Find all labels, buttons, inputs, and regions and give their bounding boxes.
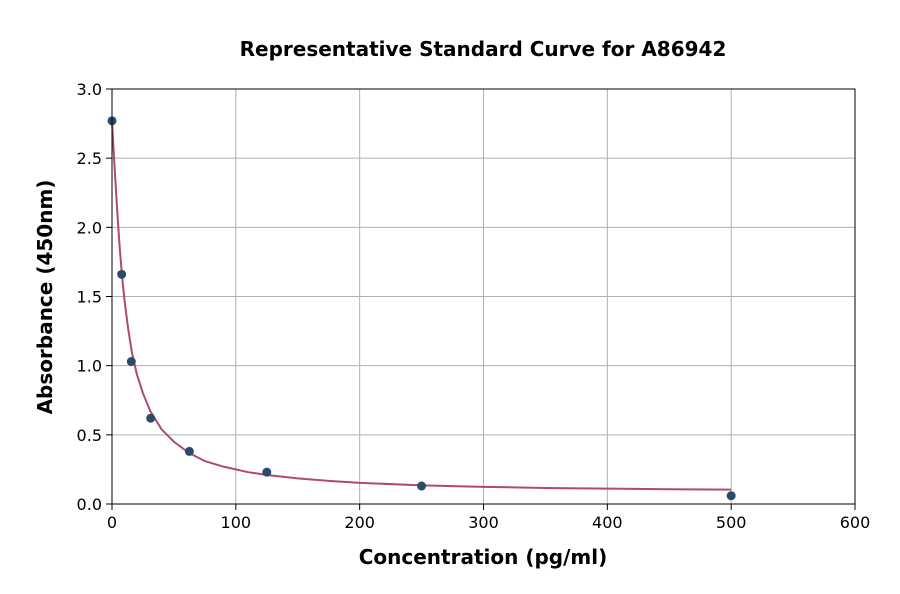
- fit-curve-layer: [111, 120, 732, 491]
- x-tick-label: 100: [221, 513, 252, 532]
- y-tick-label: 0.0: [77, 495, 102, 514]
- data-point: [117, 269, 127, 279]
- x-tick-label: 400: [592, 513, 623, 532]
- x-tick-label: 200: [344, 513, 375, 532]
- y-tick-label: 0.5: [77, 426, 102, 445]
- chart-title: Representative Standard Curve for A86942: [240, 37, 727, 61]
- fit-curve-line: [111, 120, 732, 491]
- grid-lines: [111, 88, 856, 505]
- y-tick-label: 2.0: [77, 218, 102, 237]
- data-point: [726, 491, 736, 501]
- x-axis-label: Concentration (pg/ml): [359, 545, 608, 569]
- data-point: [126, 357, 136, 367]
- x-tick-label: 500: [716, 513, 747, 532]
- data-points-layer: [107, 116, 736, 501]
- x-tick-label: 0: [107, 513, 117, 532]
- y-axis-ticks: 0.0 0.5 1.0 1.5 2.0 2.5 3.0: [77, 80, 112, 514]
- y-axis-label: Absorbance (450nm): [33, 180, 57, 415]
- x-tick-label: 600: [840, 513, 871, 532]
- x-axis-ticks: 0 100 200 300 400 500 600: [107, 504, 870, 532]
- y-tick-label: 2.5: [77, 149, 102, 168]
- data-point: [146, 413, 156, 423]
- data-point: [417, 481, 427, 491]
- y-tick-label: 1.0: [77, 357, 102, 376]
- data-point: [184, 446, 194, 456]
- y-tick-label: 3.0: [77, 80, 102, 99]
- data-point: [262, 467, 272, 477]
- x-tick-label: 300: [468, 513, 499, 532]
- y-tick-label: 1.5: [77, 288, 102, 307]
